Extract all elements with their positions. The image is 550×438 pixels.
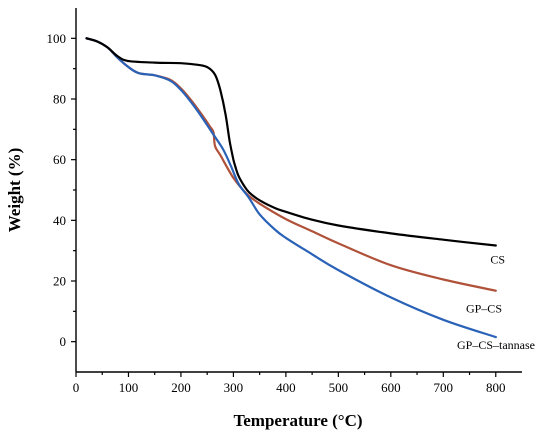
x-ticks: 0 100 200 300 400 500 600 700 800: [73, 372, 506, 395]
series-line-gp-cs-tannase: [85, 37, 497, 339]
series-line-gp-cs: [85, 37, 497, 292]
y-tick-label: 40: [53, 213, 66, 228]
x-tick-label: 200: [171, 380, 191, 395]
x-tick-label: 800: [486, 380, 506, 395]
y-tick-label: 0: [60, 334, 67, 349]
series-labels: CS GP–CS GP–CS–tannase: [457, 253, 535, 353]
series-label: CS: [490, 253, 505, 267]
series-lines: [85, 37, 497, 339]
y-tick-label: 60: [53, 152, 66, 167]
y-tick-label: 20: [53, 274, 66, 289]
x-tick-label: 0: [73, 380, 80, 395]
x-axis-title: Temperature (°C): [233, 411, 362, 430]
x-tick-label: 400: [276, 380, 296, 395]
series-line-cs: [85, 37, 497, 247]
y-tick-label: 80: [53, 92, 66, 107]
series-label: GP–CS: [466, 302, 502, 316]
y-tick-label: 100: [47, 31, 67, 46]
x-tick-label: 100: [119, 380, 139, 395]
x-tick-label: 600: [381, 380, 401, 395]
y-axis-title: Weight (%): [5, 148, 24, 233]
y-ticks: 0 20 40 60 80 100: [47, 31, 76, 349]
series-label: GP–CS–tannase: [457, 338, 535, 352]
x-tick-label: 500: [329, 380, 349, 395]
x-tick-label: 300: [224, 380, 244, 395]
x-tick-label: 700: [434, 380, 454, 395]
